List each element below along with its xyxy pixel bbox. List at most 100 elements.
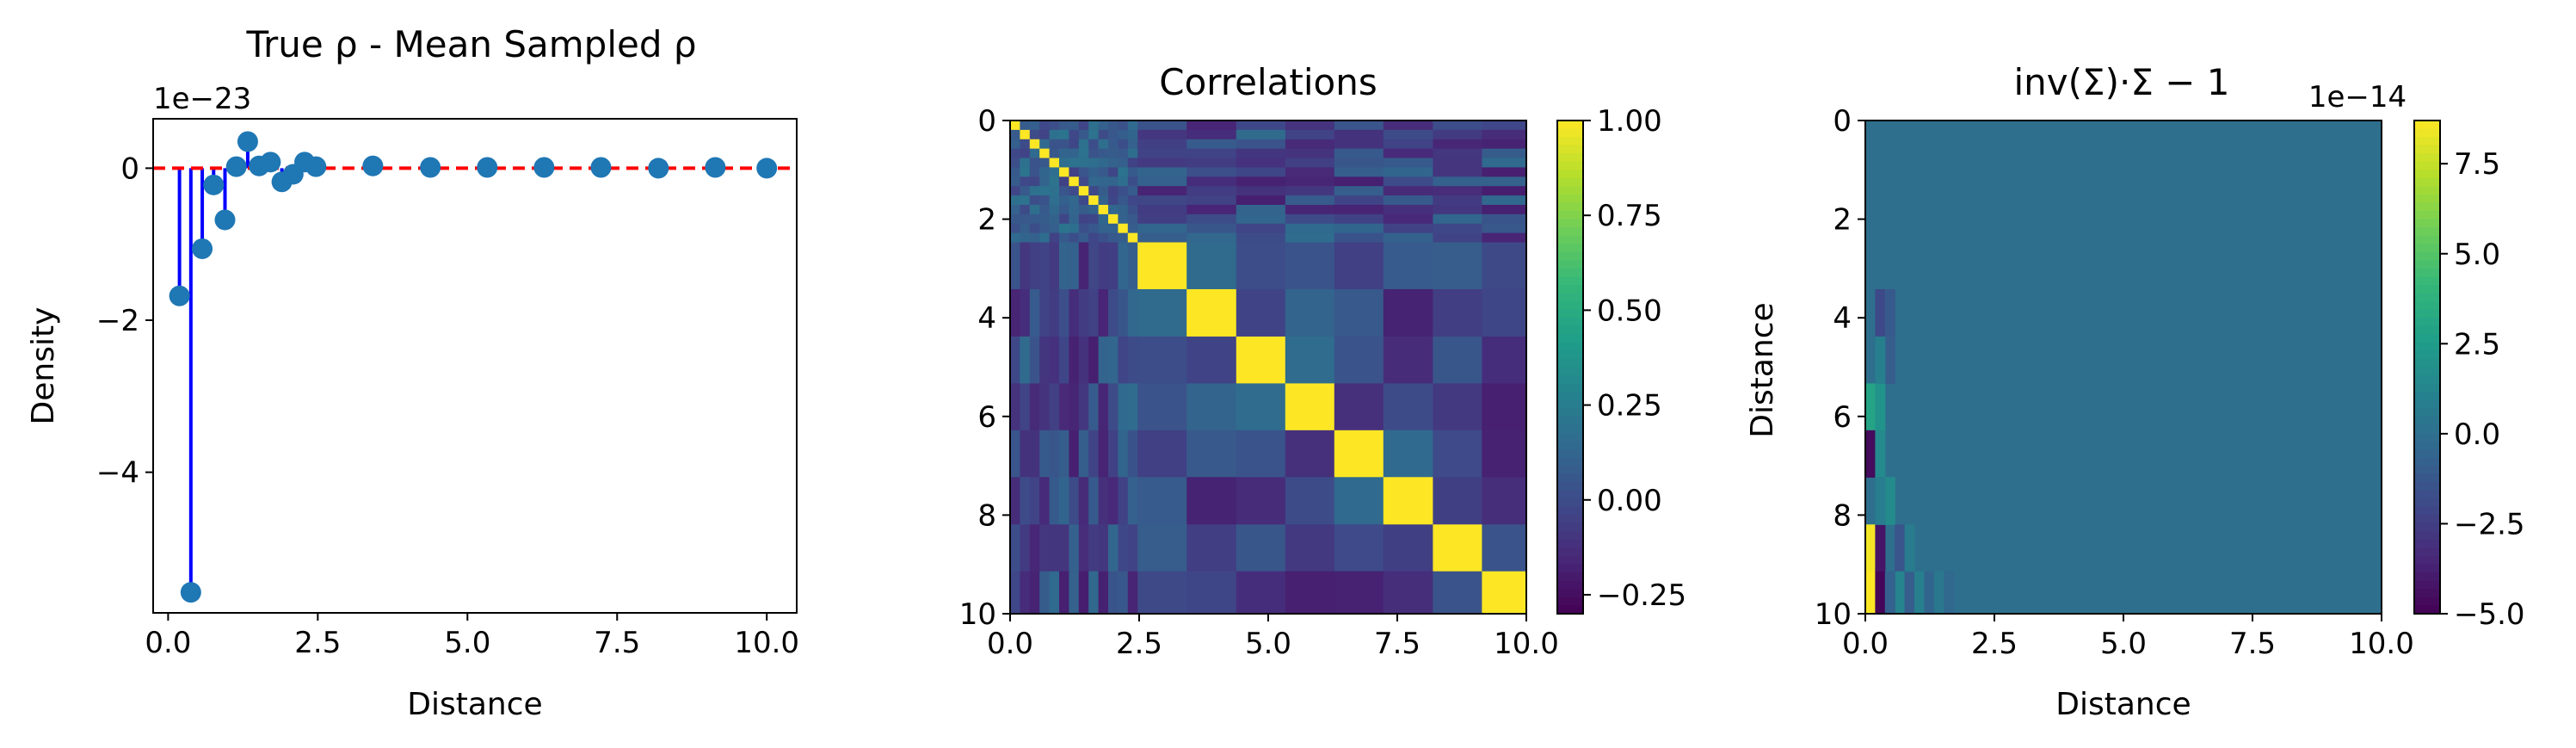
heatmap-cell	[1049, 288, 1060, 337]
heatmap-cell	[1186, 129, 1237, 140]
heatmap-cell	[1285, 383, 1335, 431]
colorbar-segment	[2414, 399, 2440, 410]
heatmap-cell	[1285, 242, 1335, 290]
heatmap-cell	[1236, 242, 1286, 290]
heatmap-cell	[1059, 158, 1069, 169]
heatmap-cell	[1137, 148, 1187, 159]
heatmap-cell	[1049, 158, 1060, 169]
heatmap-cell	[1039, 336, 1051, 385]
colorbar-segment	[1557, 531, 1583, 541]
heatmap-cell	[1383, 176, 1433, 187]
colorbar-segment	[2414, 589, 2440, 598]
heatmap-cell	[1285, 204, 1335, 215]
heatmap-cell	[1118, 129, 1129, 140]
heatmap-cell	[1029, 383, 1040, 431]
heatmap-cell	[1186, 204, 1237, 215]
heatmap-cell	[1482, 195, 1527, 206]
colorbar-segment	[1557, 580, 1583, 590]
heatmap-cell	[1078, 524, 1089, 572]
heatmap-cell	[1285, 139, 1335, 150]
heatmap-cell	[1039, 186, 1051, 196]
colorbar-segment	[1557, 145, 1583, 154]
heatmap-cell	[1108, 223, 1119, 234]
colorbar-segment	[1557, 473, 1583, 483]
data-point	[237, 131, 258, 152]
heatmap-cell	[1010, 158, 1020, 169]
colorbar-tick-label: 0.25	[1597, 389, 1662, 423]
colorbar-segment	[1557, 137, 1583, 146]
heatmap-cell	[1334, 232, 1384, 244]
heatmap-cell	[1059, 336, 1069, 385]
heatmap-cell	[1078, 129, 1089, 140]
residual-x-label: Distance	[2055, 687, 2191, 722]
colorbar-segment	[1557, 441, 1583, 450]
heatmap-cell	[1383, 232, 1433, 244]
heatmap-cell	[1236, 232, 1286, 244]
x-tick-label: 7.5	[2229, 627, 2276, 661]
heatmap-cell	[1078, 213, 1089, 225]
data-point	[477, 157, 498, 178]
heatmap-cell	[1010, 186, 1020, 196]
heatmap-cell	[1334, 158, 1384, 169]
heatmap-cell	[1088, 186, 1100, 196]
heatmap-cell	[1108, 186, 1119, 196]
heatmap-cell	[1020, 336, 1031, 385]
heatmap-cell	[1098, 195, 1109, 206]
colorbar-segment	[1557, 416, 1583, 426]
heatmap-cell	[1482, 571, 1527, 615]
heatmap-cell	[1285, 121, 1335, 131]
colorbar-segment	[2414, 515, 2440, 524]
heatmap-cell	[1039, 223, 1051, 234]
heatmap-cell	[1884, 477, 1895, 525]
heatmap-cell	[1383, 288, 1433, 337]
heatmap-cell	[1049, 186, 1060, 196]
heatmap-cell	[1118, 213, 1129, 225]
heatmap-cell	[1029, 129, 1040, 140]
heatmap-cell	[1137, 383, 1187, 431]
heatmap-cell	[1186, 213, 1237, 225]
heatmap-cell	[1285, 176, 1335, 187]
stem-chart-offset-text: 1e−23	[153, 82, 251, 116]
heatmap-cell	[1029, 232, 1040, 244]
colorbar-segment	[2414, 540, 2440, 549]
heatmap-cell	[1020, 139, 1031, 150]
correlations-heatmap: Correlations 0.0 2.5 5.0 7.5 10.0 0 2 4 6 8 10 1.…	[959, 61, 1686, 661]
colorbar-segment	[1557, 342, 1583, 352]
heatmap-cell	[1875, 524, 1886, 572]
stem-chart-frame	[152, 118, 798, 614]
colorbar-segment	[2414, 432, 2440, 442]
heatmap-cell	[1049, 571, 1060, 615]
colorbar-segment	[1557, 186, 1583, 195]
heatmap-cell	[1186, 571, 1237, 615]
heatmap-cell	[1059, 477, 1069, 525]
heatmap-cell	[1039, 242, 1051, 290]
heatmap-cell	[1383, 195, 1433, 206]
heatmap-cell	[1127, 232, 1138, 244]
heatmap-cell	[1069, 242, 1080, 290]
heatmap-cell	[1285, 195, 1335, 206]
heatmap-cell	[1884, 288, 1895, 337]
heatmap-cell	[1010, 167, 1020, 177]
colorbar-segment	[1557, 490, 1583, 500]
data-point	[362, 155, 384, 176]
heatmap-cell	[1098, 524, 1109, 572]
colorbar-segment	[2414, 482, 2440, 491]
heatmap-cell	[1069, 223, 1080, 234]
heatmap-cell	[1137, 213, 1187, 225]
heatmap-cell	[1137, 524, 1187, 572]
x-tick-label: 7.5	[594, 626, 640, 660]
colorbar-segment	[2414, 334, 2440, 343]
residual-image	[1865, 121, 2382, 615]
heatmap-cell	[1039, 571, 1051, 615]
heatmap-cell	[1020, 167, 1031, 177]
heatmap-cell	[1049, 477, 1060, 525]
colorbar-segment	[2414, 325, 2440, 336]
heatmap-cell	[1098, 336, 1109, 385]
heatmap-cell	[1098, 477, 1109, 525]
colorbar-segment	[2414, 449, 2440, 459]
heatmap-cell	[1137, 571, 1187, 615]
colorbar-segment	[1557, 301, 1583, 311]
heatmap-cell	[1137, 158, 1187, 169]
heatmap-cell	[1098, 167, 1109, 177]
heatmap-cell	[1069, 176, 1080, 187]
